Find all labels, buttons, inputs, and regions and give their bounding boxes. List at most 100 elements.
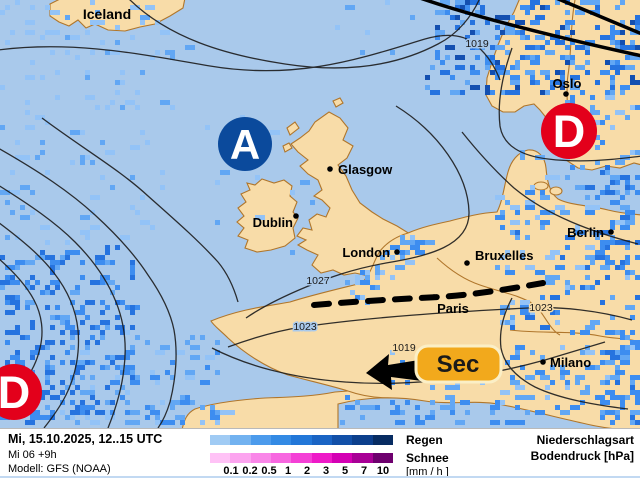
precip-cell [570, 100, 575, 105]
precip-cell [75, 310, 85, 315]
precip-cell [90, 160, 95, 165]
precip-cell [560, 85, 565, 90]
precip-cell [90, 395, 95, 400]
precip-cell [30, 320, 35, 325]
precip-cell [595, 365, 600, 370]
precip-cell [135, 420, 140, 425]
precip-cell [525, 300, 530, 305]
precip-cell [385, 250, 390, 255]
precip-cell [90, 405, 95, 410]
precip-cell [630, 340, 640, 345]
precip-cell [375, 275, 380, 280]
precip-cell [595, 255, 600, 260]
precip-cell [100, 320, 110, 325]
precip-cell [610, 30, 620, 35]
precip-cell [200, 420, 205, 425]
precip-cell [30, 60, 35, 65]
precip-cell [125, 100, 135, 105]
precip-cell [375, 405, 380, 410]
precip-cell [620, 45, 630, 50]
precip-cell [115, 375, 120, 380]
precip-cell [445, 10, 450, 15]
precip-cell [620, 175, 625, 180]
precip-cell [15, 260, 20, 265]
precip-cell [525, 10, 530, 15]
precip-cell [475, 30, 480, 35]
precip-cell [100, 330, 105, 335]
precip-cell [20, 205, 25, 210]
precip-cell [80, 155, 85, 160]
precip-cell [450, 75, 455, 80]
precip-cell [630, 150, 635, 155]
precip-cell [30, 5, 35, 10]
precip-cell [455, 5, 460, 10]
precip-cell [110, 355, 115, 360]
marker-layer: 1019 1027 1023 1023 1019 Iceland Glasgow Dublin… [0, 6, 614, 420]
precip-cell [615, 415, 620, 420]
precip-cell [535, 80, 540, 85]
precip-cell [550, 365, 555, 370]
precip-cell [45, 170, 50, 175]
precip-cell [75, 285, 80, 290]
precip-cell [25, 30, 35, 35]
precip-cell [510, 300, 515, 305]
precip-cell [570, 60, 575, 65]
precip-cell [615, 70, 620, 75]
precip-cell [10, 170, 15, 175]
precip-cell [65, 35, 70, 40]
precip-cell [95, 10, 100, 15]
precip-cell [115, 285, 120, 290]
city-label: Paris [437, 301, 469, 316]
precip-cell [455, 25, 460, 30]
precip-cell [65, 320, 70, 325]
precip-cell [550, 255, 555, 260]
precip-cell [80, 410, 85, 415]
precip-cell [365, 275, 370, 280]
precip-cell [625, 225, 630, 230]
precip-cell [140, 15, 150, 20]
precip-cell [5, 310, 15, 315]
precip-cell [515, 235, 520, 240]
precip-cell [515, 420, 525, 425]
precip-cell [120, 365, 125, 370]
precip-cell [520, 310, 530, 315]
precip-cell [105, 250, 110, 255]
precip-cell [80, 260, 85, 265]
precip-cell [455, 385, 460, 390]
precip-cell [110, 50, 120, 55]
isobar-value-label: 1023 [529, 302, 553, 314]
precip-cell [50, 410, 55, 415]
precip-cell [60, 315, 70, 320]
precip-cell [590, 230, 595, 235]
precip-cell [540, 325, 550, 330]
precip-cell [385, 0, 390, 5]
precip-cell [300, 180, 310, 185]
precip-cell [485, 20, 490, 25]
precip-cell [15, 350, 20, 355]
valid-time-label: Mi, 15.10.2025, 12..15 UTC [8, 432, 163, 446]
precip-cell [45, 290, 50, 295]
precip-cell [475, 10, 480, 15]
precip-cell [155, 380, 160, 385]
precip-cell [185, 370, 195, 375]
precip-cell [510, 15, 515, 20]
precip-cell [630, 185, 635, 190]
precip-cell [155, 50, 160, 55]
precip-cell [70, 370, 75, 375]
precip-cell [390, 410, 400, 415]
precip-cell [130, 380, 140, 385]
city-dot [394, 249, 400, 255]
precip-cell [545, 40, 550, 45]
city-dot [563, 91, 569, 97]
precip-cell [25, 420, 35, 425]
precip-cell [85, 415, 90, 420]
left-arrow-icon [366, 354, 422, 390]
precip-cell [115, 245, 120, 250]
precip-cell [635, 45, 640, 50]
precip-cell [425, 75, 430, 80]
precip-cell [90, 20, 100, 25]
precip-cell [105, 150, 115, 155]
precip-cell [90, 95, 95, 100]
precip-cell [75, 55, 80, 60]
precip-cell [200, 405, 205, 410]
